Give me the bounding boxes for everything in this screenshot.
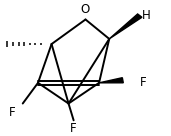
Polygon shape (109, 14, 142, 39)
Polygon shape (99, 78, 123, 83)
Text: F: F (70, 122, 77, 135)
Text: O: O (81, 3, 90, 16)
Text: F: F (140, 76, 146, 89)
Text: F: F (9, 106, 16, 119)
Text: H: H (141, 9, 150, 22)
